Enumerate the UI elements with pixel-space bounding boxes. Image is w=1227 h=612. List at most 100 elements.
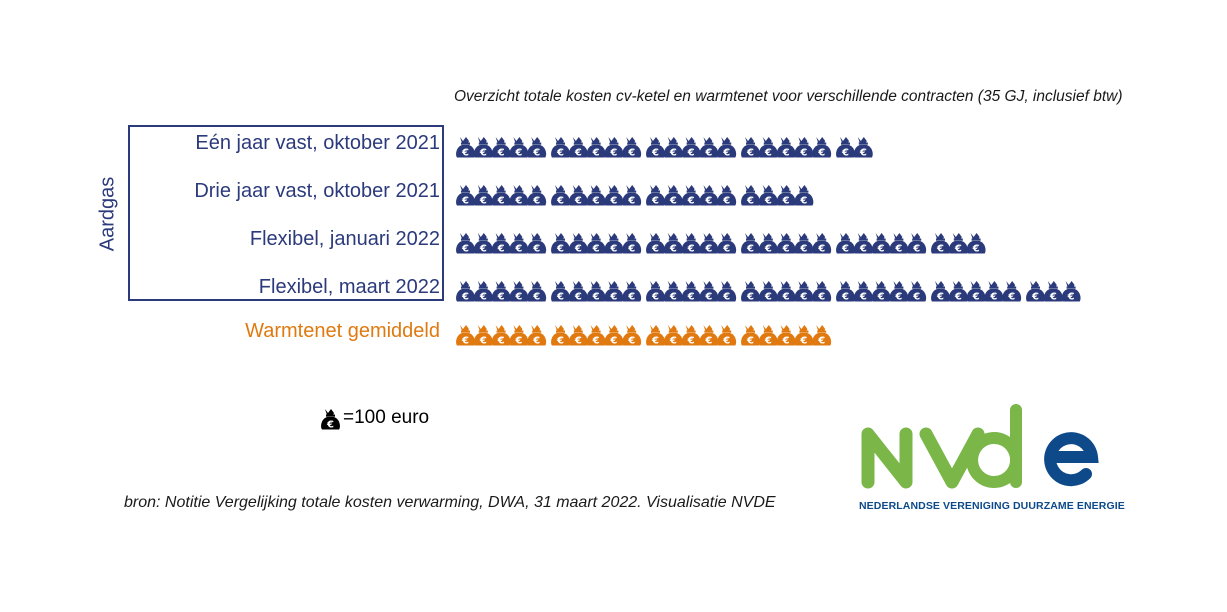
svg-text:€: €	[556, 243, 564, 254]
money-bag-icon: €	[741, 325, 760, 346]
money-bag-icon: €	[586, 233, 606, 254]
money-bag-icon: €	[473, 185, 493, 206]
svg-text:€: €	[841, 243, 849, 254]
money-bag-icon: €	[663, 137, 683, 158]
money-bag-icon: €	[836, 281, 855, 302]
money-bag-icon: €	[794, 325, 814, 346]
svg-text:€: €	[651, 335, 659, 346]
money-bag-icon: €	[663, 233, 683, 254]
money-bag-icon: €	[622, 325, 642, 346]
money-bag-icon: €	[717, 185, 737, 206]
svg-text:€: €	[461, 243, 469, 254]
money-bag-icon: €	[699, 185, 719, 206]
svg-text:€: €	[479, 291, 487, 302]
money-bag-icon: €	[586, 281, 606, 302]
money-bag-icon: €	[568, 137, 588, 158]
money-bag-icon: €	[551, 233, 570, 254]
money-bag-icon: €	[717, 281, 737, 302]
money-bag-icon: €	[907, 281, 927, 302]
money-bag-icon: €	[794, 281, 814, 302]
money-bag-icon: €	[699, 325, 719, 346]
svg-text:€: €	[799, 335, 807, 346]
money-bag-icon: €	[1002, 281, 1022, 302]
money-bag-icon: €	[812, 325, 832, 346]
svg-text:€: €	[799, 147, 807, 158]
svg-text:€: €	[859, 243, 867, 254]
logo-e	[1044, 432, 1099, 487]
money-bag-icon: €	[948, 281, 968, 302]
money-bag-icon: €	[776, 325, 796, 346]
money-bag-icon: €	[622, 185, 642, 206]
money-bag-icon: €	[491, 137, 511, 158]
money-bag-icon: €	[681, 185, 701, 206]
svg-text:€: €	[972, 243, 980, 254]
money-bag-icon: €	[717, 233, 737, 254]
money-bag-icon: €	[622, 137, 642, 158]
svg-text:€: €	[609, 335, 617, 346]
money-bag-icon: €	[604, 281, 624, 302]
logo-tagline: NEDERLANDSE VERENIGING DUURZAME ENERGIE	[859, 500, 1125, 512]
money-bag-icon: €	[699, 137, 719, 158]
svg-text:€: €	[556, 195, 564, 206]
svg-text:€: €	[479, 147, 487, 158]
money-bag-icon: €	[776, 233, 796, 254]
svg-text:€: €	[1031, 291, 1039, 302]
money-bag-icon: €	[758, 281, 778, 302]
money-bag-icon: €	[527, 137, 547, 158]
money-bag-icon: €	[741, 185, 760, 206]
svg-text:€: €	[799, 243, 807, 254]
money-bag-icon: €	[646, 325, 665, 346]
svg-text:€: €	[782, 243, 790, 254]
svg-text:€: €	[651, 147, 659, 158]
money-bag-icon: €	[551, 185, 570, 206]
money-bag-icon: €	[646, 137, 665, 158]
svg-text:€: €	[326, 419, 334, 430]
svg-text:€: €	[556, 147, 564, 158]
svg-text:€: €	[627, 243, 635, 254]
money-bag-icon: €	[889, 281, 909, 302]
svg-text:€: €	[627, 291, 635, 302]
money-bag-icon: €	[509, 185, 529, 206]
svg-text:€: €	[782, 147, 790, 158]
svg-text:€: €	[877, 291, 885, 302]
svg-text:€: €	[782, 291, 790, 302]
money-bag-icon: €	[568, 185, 588, 206]
money-bag-icon: €	[966, 233, 986, 254]
svg-text:€: €	[764, 195, 772, 206]
svg-text:€: €	[532, 335, 540, 346]
money-bag-icon: €	[853, 233, 873, 254]
category-label: Eén jaar vast, oktober 2021	[195, 132, 440, 154]
legend-text: =100 euro	[343, 407, 430, 428]
svg-text:€: €	[817, 335, 825, 346]
svg-text:€: €	[514, 243, 522, 254]
chart-title: Overzicht totale kosten cv-ketel en warm…	[454, 88, 1123, 105]
svg-text:€: €	[532, 243, 540, 254]
money-bag-icon: €	[812, 233, 832, 254]
svg-text:€: €	[497, 243, 505, 254]
svg-text:€: €	[651, 291, 659, 302]
money-bag-icon: €	[473, 325, 493, 346]
money-bag-icon: €	[681, 233, 701, 254]
svg-text:€: €	[479, 195, 487, 206]
money-bag-icon: €	[853, 281, 873, 302]
svg-text:€: €	[1067, 291, 1075, 302]
money-bag-icon: €	[491, 233, 511, 254]
money-bag-icon: €	[681, 325, 701, 346]
money-bag-icon: €	[948, 233, 968, 254]
money-bag-icon: €	[717, 325, 737, 346]
money-bag-icon: €	[646, 233, 665, 254]
svg-text:€: €	[574, 291, 582, 302]
logo-n	[861, 427, 913, 489]
svg-text:€: €	[1007, 291, 1015, 302]
money-bag-icon: €	[758, 233, 778, 254]
svg-text:€: €	[687, 243, 695, 254]
svg-text:€: €	[764, 335, 772, 346]
svg-text:€: €	[746, 335, 754, 346]
svg-text:€: €	[627, 335, 635, 346]
svg-text:€: €	[972, 291, 980, 302]
money-bag-row: € € € € € € € € € € € € € € € € € € €	[456, 185, 814, 206]
svg-text:€: €	[704, 147, 712, 158]
money-bag-icon: €	[741, 233, 760, 254]
svg-text:€: €	[651, 195, 659, 206]
svg-text:€: €	[912, 243, 920, 254]
